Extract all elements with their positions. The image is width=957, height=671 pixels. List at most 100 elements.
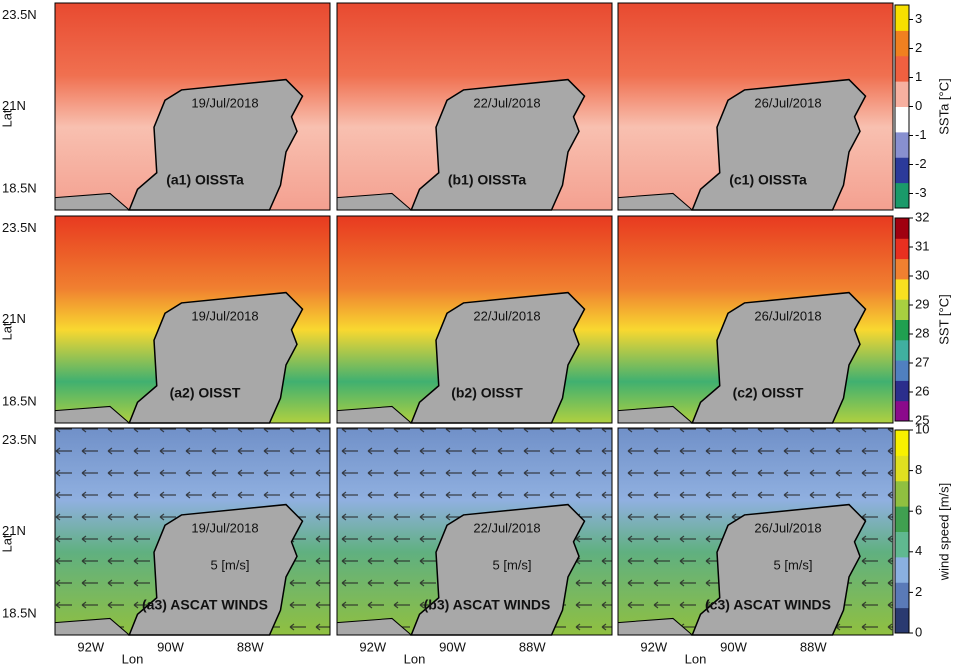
panel-frame [336, 215, 613, 424]
colorbar-tick-label: 26 [915, 383, 929, 398]
lat-label: Lat [0, 534, 14, 552]
colorbar-tick-label: 25 [915, 412, 929, 427]
land [128, 291, 304, 424]
lon-tick-label: 88W [800, 639, 827, 654]
colorbar-tick-label: 0 [915, 624, 922, 639]
colorbar-segment [895, 299, 909, 320]
lon-tick-label: 90W [439, 639, 466, 654]
panel-label: (b3) ASCAT WINDS [424, 597, 551, 613]
lon-label: Lon [404, 651, 426, 666]
scale-label: 5 [m/s] [210, 557, 249, 572]
lon-tick-label: 90W [157, 639, 184, 654]
lat-tick-label: 21N [2, 98, 26, 113]
colorbar-tick-label: 6 [915, 503, 922, 518]
lat-tick-label: 21N [2, 311, 26, 326]
lon-label: Lon [122, 651, 144, 666]
colorbar-segment [895, 455, 909, 482]
lat-tick-label: 21N [2, 523, 26, 538]
lon-tick-label: 92W [359, 639, 386, 654]
colorbar-segment [895, 430, 909, 456]
colorbar-tick-label: 27 [915, 354, 929, 369]
lat-tick-label: 23.5N [2, 220, 37, 235]
date-label: 19/Jul/2018 [191, 95, 258, 110]
scale-label: 5 [m/s] [773, 557, 812, 572]
scale-label: 5 [m/s] [492, 557, 531, 572]
lon-label: Lon [685, 651, 707, 666]
colorbar-segment [895, 238, 909, 260]
colorbar-tick-label: 3 [915, 11, 922, 26]
colorbar-segment [895, 339, 909, 361]
panel-label: (a3) ASCAT WINDS [142, 597, 268, 613]
colorbar-segment [895, 278, 909, 300]
date-label: 22/Jul/2018 [473, 95, 540, 110]
date-label: 26/Jul/2018 [754, 95, 821, 110]
date-label: 22/Jul/2018 [473, 520, 540, 535]
colorbar-tick-label: 0 [915, 98, 922, 113]
land [410, 503, 586, 636]
panel-label: (c3) ASCAT WINDS [705, 597, 831, 613]
panel-frame [336, 427, 613, 636]
colorbar-segment [895, 380, 909, 402]
date-label: 26/Jul/2018 [754, 308, 821, 323]
date-label: 19/Jul/2018 [191, 520, 258, 535]
colorbar-label: SST [°C] [936, 294, 951, 344]
colorbar-tick-label: 1 [915, 69, 922, 84]
colorbar-tick-label: 10 [915, 421, 929, 436]
colorbar-segment [895, 81, 909, 107]
colorbar-segment [895, 258, 909, 280]
lat-tick-label: 18.5N [2, 394, 37, 409]
colorbar-segment [895, 30, 909, 57]
colorbar-segment [895, 582, 909, 609]
date-label: 26/Jul/2018 [754, 520, 821, 535]
lon-tick-label: 88W [519, 639, 546, 654]
colorbar-segment [895, 131, 909, 158]
panel-frame [54, 2, 331, 211]
colorbar-tick-label: -2 [915, 156, 927, 171]
panel-frame [617, 427, 894, 636]
colorbar-tick-label: 2 [915, 40, 922, 55]
colorbar-tick-label: -3 [915, 185, 927, 200]
colorbar-segment [895, 55, 909, 82]
land [691, 503, 867, 636]
colorbar-tick-label: 32 [915, 209, 929, 224]
colorbar-label: wind speed [m/s] [936, 483, 951, 582]
colorbar-segment [895, 218, 909, 239]
colorbar-segment [895, 106, 909, 133]
colorbar-segment [895, 182, 909, 209]
colorbar-segment [895, 556, 909, 583]
colorbar-segment [895, 400, 909, 422]
lat-label: Lat [0, 322, 14, 340]
colorbar-segment [895, 480, 909, 507]
date-label: 22/Jul/2018 [473, 308, 540, 323]
colorbar-segment [895, 531, 909, 558]
lat-tick-label: 18.5N [2, 606, 37, 621]
land [128, 503, 304, 636]
colorbar-frame [894, 217, 910, 422]
lon-tick-label: 92W [640, 639, 667, 654]
lat-tick-label: 18.5N [2, 181, 37, 196]
date-label: 19/Jul/2018 [191, 308, 258, 323]
panel-frame [54, 427, 331, 636]
lat-tick-label: 23.5N [2, 7, 37, 22]
panel-label: (c1) OISSTa [729, 172, 807, 188]
land [691, 291, 867, 424]
colorbar-tick-label: 8 [915, 462, 922, 477]
colorbar-segment [895, 157, 909, 184]
colorbar-tick-label: 28 [915, 325, 929, 340]
lon-tick-label: 90W [720, 639, 747, 654]
panel-label: (b2) OISST [451, 385, 523, 401]
lat-tick-label: 23.5N [2, 432, 37, 447]
panel-frame [336, 2, 613, 211]
colorbar-tick-label: 30 [915, 267, 929, 282]
colorbar-tick-label: -1 [915, 127, 927, 142]
colorbar-frame [894, 429, 910, 634]
colorbar-segment [895, 607, 909, 634]
colorbar-segment [895, 5, 909, 31]
colorbar-tick-label: 29 [915, 296, 929, 311]
lat-label: Lat [0, 109, 14, 127]
colorbar-segment [895, 360, 909, 381]
colorbar-label: SSTa [°C] [936, 78, 951, 135]
panel-label: (b1) OISSTa [448, 172, 527, 188]
